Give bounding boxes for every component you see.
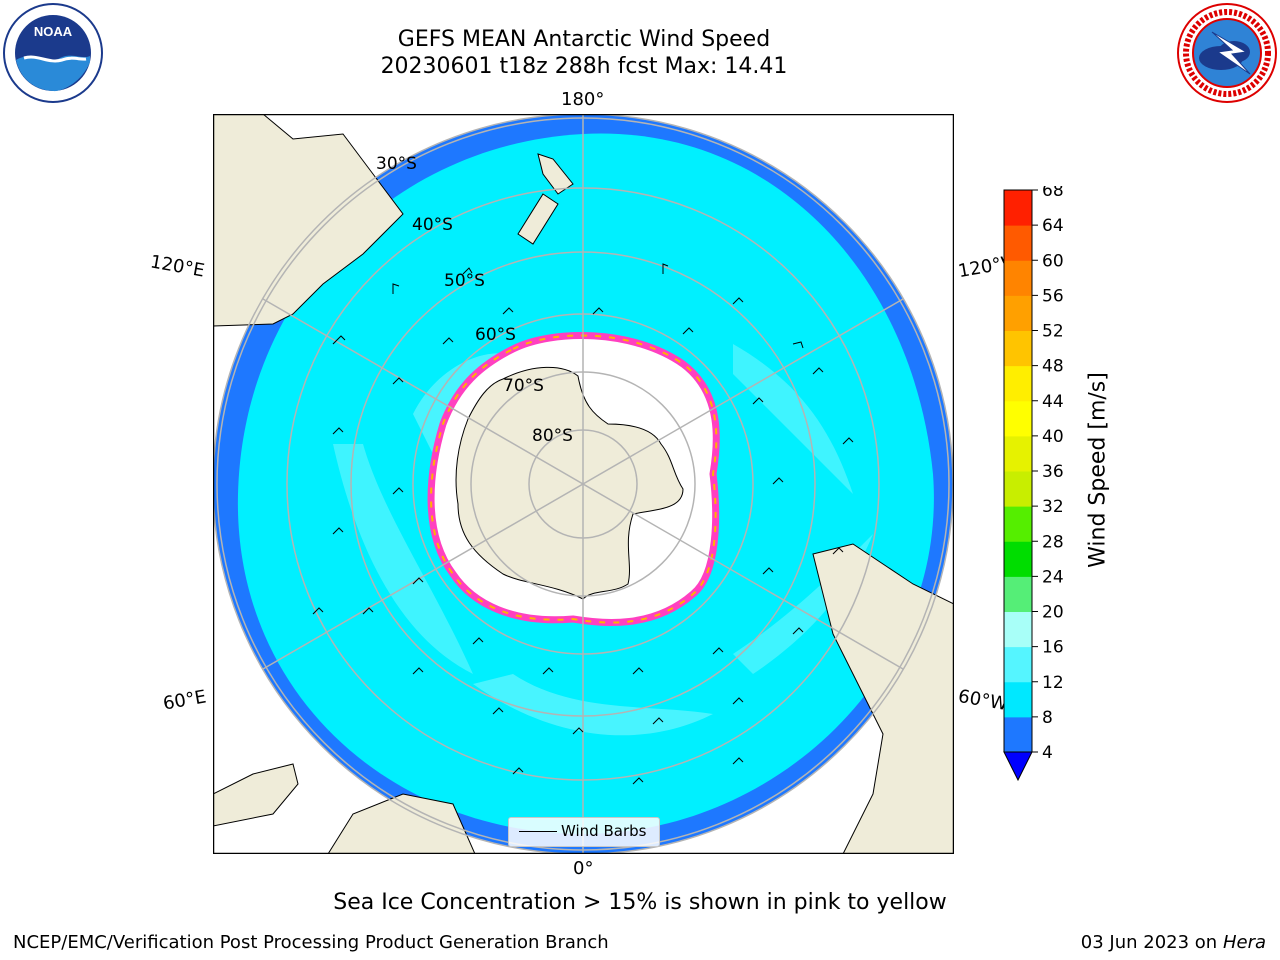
- colorbar-segment: [1004, 681, 1032, 718]
- colorbar-segment: [1004, 295, 1032, 331]
- colorbar-segment: [1004, 611, 1032, 648]
- colorbar-segment: [1004, 576, 1032, 612]
- colorbar-segment: [1004, 541, 1032, 577]
- colorbar-tick-label: 40: [1042, 427, 1064, 447]
- svg-text:NOAA: NOAA: [34, 24, 73, 39]
- lat-label-80s: 80°S: [532, 426, 573, 446]
- legend: Wind Barbs: [508, 817, 660, 847]
- colorbar-tick-label: 48: [1042, 357, 1064, 377]
- title-line2: 20230601 t18z 288h fcst Max: 14.41: [380, 54, 788, 79]
- colorbar-tick-label: 12: [1042, 673, 1064, 693]
- antarctic-polar-map: 30°S 40°S 50°S 60°S 70°S 80°S: [213, 114, 954, 854]
- colorbar-extend-triangle: [1003, 751, 1033, 782]
- colorbar-tick-label: 24: [1042, 567, 1064, 587]
- legend-line-icon: [519, 831, 557, 832]
- lat-label-70s: 70°S: [503, 376, 544, 396]
- colorbar-label: Wind Speed [m/s]: [1085, 372, 1111, 568]
- colorbar-segment: [1004, 435, 1032, 472]
- colorbar-segment: [1004, 260, 1032, 296]
- lat-label-40s: 40°S: [412, 215, 453, 235]
- lon-label-60e: 60°E: [161, 686, 208, 715]
- colorbar-tick-label: 60: [1042, 251, 1064, 271]
- footer-right: 03 Jun 2023 on Hera: [1081, 932, 1266, 953]
- colorbar-segment: [1004, 330, 1032, 367]
- colorbar-tick-label: 8: [1042, 708, 1053, 728]
- colorbar-tick-label: 16: [1042, 638, 1064, 658]
- colorbar-tick-label: 52: [1042, 322, 1064, 342]
- colorbar-tick-label: 64: [1042, 216, 1064, 236]
- colorbar-tick-label: 56: [1042, 286, 1064, 306]
- noaa-logo: NOAA: [3, 3, 103, 103]
- colorbar-segment: [1004, 471, 1032, 507]
- legend-label: Wind Barbs: [561, 822, 647, 840]
- colorbar-segment: [1004, 365, 1032, 402]
- colorbar-tick-label: 32: [1042, 497, 1064, 517]
- footer-date: 03 Jun 2023 on: [1080, 932, 1218, 953]
- colorbar-tick-label: 44: [1042, 392, 1064, 412]
- lat-label-60s: 60°S: [475, 325, 516, 345]
- lat-label-50s: 50°S: [444, 271, 485, 291]
- antarctica: [455, 366, 684, 600]
- lon-label-0: 0°: [573, 858, 594, 879]
- colorbar-segment: [1004, 400, 1032, 437]
- colorbar-segment: [1004, 716, 1032, 753]
- colorbar-segment: [1004, 225, 1032, 261]
- title-line1: GEFS MEAN Antarctic Wind Speed: [397, 27, 771, 52]
- colorbar-tick-label: 36: [1042, 462, 1064, 482]
- colorbar-tick-label: 68: [1042, 186, 1064, 201]
- caption: Sea Ice Concentration > 15% is shown in …: [333, 890, 947, 915]
- colorbar-segment: [1004, 190, 1032, 226]
- footer-left: NCEP/EMC/Verification Post Processing Pr…: [13, 932, 609, 953]
- colorbar-tick-label: 4: [1042, 743, 1053, 763]
- footer-host: Hera: [1222, 932, 1266, 953]
- lon-label-180: 180°: [561, 89, 605, 110]
- colorbar-tick-label: 20: [1042, 603, 1064, 623]
- nws-logo: [1177, 3, 1277, 103]
- colorbar-tick-label: 28: [1042, 532, 1064, 552]
- lat-label-30s: 30°S: [376, 154, 417, 174]
- colorbar-segment: [1004, 646, 1032, 683]
- colorbar-segment: [1004, 506, 1032, 542]
- lon-label-120e: 120°E: [148, 251, 207, 282]
